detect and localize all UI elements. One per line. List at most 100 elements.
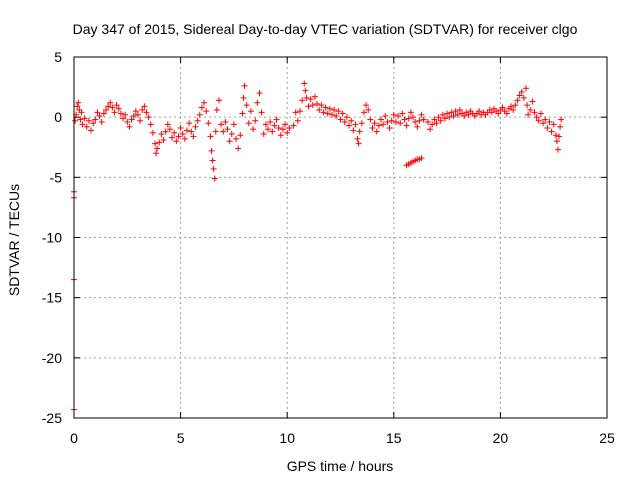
data-point	[256, 90, 263, 97]
data-point	[175, 133, 182, 140]
data-point	[181, 135, 188, 142]
data-point	[85, 117, 92, 124]
data-point	[363, 102, 370, 109]
data-point	[546, 118, 553, 125]
data-point	[102, 106, 109, 113]
data-point	[72, 117, 79, 124]
data-point	[301, 80, 308, 87]
data-point	[435, 114, 442, 121]
data-point	[284, 129, 291, 136]
data-point	[378, 116, 385, 123]
data-point	[141, 103, 148, 110]
data-point	[314, 100, 321, 107]
data-point	[224, 126, 231, 133]
data-point	[320, 109, 327, 116]
data-point	[190, 133, 197, 140]
data-point	[237, 132, 244, 139]
data-point	[360, 109, 367, 116]
data-point	[147, 121, 154, 128]
data-point	[247, 108, 254, 115]
data-point	[390, 111, 397, 118]
data-point	[382, 112, 389, 119]
data-point	[208, 147, 215, 154]
data-point	[83, 123, 90, 130]
data-point	[331, 106, 338, 113]
data-point	[441, 115, 448, 122]
data-point	[186, 120, 193, 127]
data-point	[79, 121, 86, 128]
data-point	[305, 103, 312, 110]
data-point	[424, 118, 431, 125]
data-point	[444, 110, 451, 117]
data-point	[126, 123, 133, 130]
y-tick-label: -15	[42, 290, 62, 306]
data-point	[392, 118, 399, 125]
data-point	[111, 109, 118, 116]
data-point	[183, 127, 190, 134]
data-point	[326, 105, 333, 112]
y-axis-label: SDTVAR / TECUs	[6, 184, 22, 296]
x-tick-label: 20	[493, 430, 509, 446]
data-point	[522, 85, 529, 92]
data-point	[210, 165, 217, 172]
data-point	[525, 111, 532, 118]
data-point	[105, 103, 112, 110]
data-point	[371, 120, 378, 127]
data-point	[403, 122, 410, 129]
data-point	[529, 98, 536, 105]
data-point	[531, 109, 538, 116]
data-point	[94, 109, 101, 116]
data-point	[540, 120, 547, 127]
data-point	[128, 116, 135, 123]
y-tick-label: 5	[54, 49, 62, 65]
data-point	[228, 131, 235, 138]
data-point	[352, 121, 359, 128]
data-point	[395, 112, 402, 119]
y-tick-label: -5	[50, 169, 63, 185]
data-point	[115, 105, 122, 112]
data-point	[520, 94, 527, 101]
data-point	[139, 106, 146, 113]
data-point	[218, 121, 225, 128]
data-point	[77, 116, 84, 123]
data-point	[380, 121, 387, 128]
data-point	[384, 118, 391, 125]
x-tick-label: 25	[599, 430, 615, 446]
data-point	[235, 145, 242, 152]
data-point	[311, 93, 318, 100]
data-point	[373, 128, 380, 135]
data-point	[156, 139, 163, 146]
data-point	[307, 96, 314, 103]
data-point	[130, 112, 137, 119]
data-point	[177, 124, 184, 131]
data-point	[461, 112, 468, 119]
data-point	[212, 128, 219, 135]
data-point	[88, 127, 95, 134]
data-point	[124, 118, 131, 125]
data-point	[132, 108, 139, 115]
data-point	[316, 106, 323, 113]
data-point	[226, 138, 233, 145]
data-point	[446, 114, 453, 121]
data-point	[416, 117, 423, 124]
data-point	[414, 123, 421, 130]
data-point	[213, 106, 220, 113]
data-point	[465, 111, 472, 118]
data-point	[355, 140, 362, 147]
data-point	[215, 97, 222, 104]
data-point	[203, 108, 210, 115]
data-point	[328, 111, 335, 118]
data-point	[439, 111, 446, 118]
data-point	[302, 87, 309, 94]
data-point	[550, 121, 557, 128]
data-point	[358, 120, 365, 127]
data-point	[552, 132, 559, 139]
data-point	[154, 145, 161, 152]
data-point	[245, 120, 252, 127]
data-point	[260, 131, 267, 138]
data-point	[188, 128, 195, 135]
x-tick-label: 10	[279, 430, 295, 446]
data-point	[262, 121, 269, 128]
data-point	[233, 135, 240, 142]
